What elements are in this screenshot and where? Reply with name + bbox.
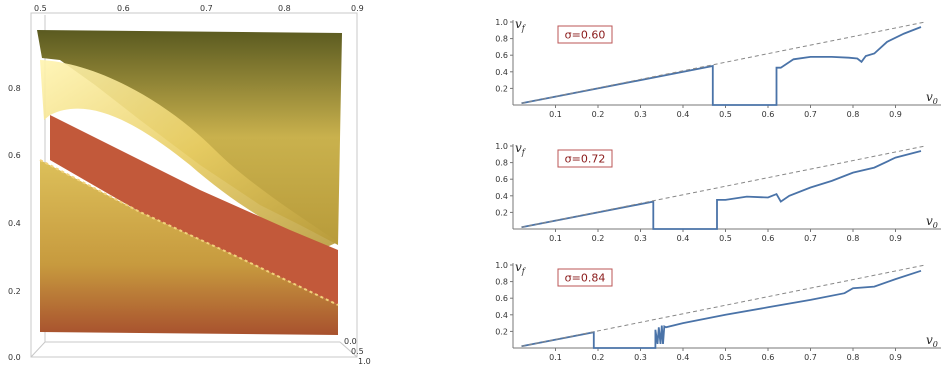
y-tick-label: 0.8 [495, 159, 508, 168]
x-tick-label: 0.4 [677, 110, 690, 119]
sigma-annotation-label: σ=0.84 [565, 272, 606, 285]
surface-y-tick: 0.2 [8, 287, 21, 296]
surface-lower-sheet [40, 160, 338, 335]
surface-x-tick: 0.7 [200, 4, 213, 13]
surface-z-tick: 1.0 [358, 357, 371, 366]
x-tick-label: 0.6 [762, 353, 775, 362]
y-tick-label: 0.6 [495, 175, 508, 184]
x-tick-label: 0.3 [634, 234, 647, 243]
line-chart-panel: 0.1 0.2 0.3 0.4 0.5 0.6 0.7 0.8 0.9 0.2 0.4 0.6 0.8 1… [495, 260, 941, 362]
x-tick-label: 0.6 [762, 234, 775, 243]
y-tick-label: 0.2 [495, 327, 508, 336]
surface-x-tick: 0.8 [278, 4, 291, 13]
y-tick-label: 0.2 [495, 208, 508, 217]
surface [37, 30, 342, 335]
x-tick-label: 0.9 [889, 234, 902, 243]
y-tick-label: 0.4 [495, 311, 508, 320]
line-charts: 0.1 0.2 0.3 0.4 0.5 0.6 0.7 0.8 0.9 0.2 0.4 0.6 0.8 1… [495, 17, 941, 362]
surface-x-ticks: 0.5 0.6 0.7 0.8 0.9 [34, 4, 364, 13]
surface-highlight [40, 60, 338, 250]
y-axis-label: vf [515, 17, 527, 33]
y-tick-label: 0.4 [495, 68, 508, 77]
x-axis-label: v0 [926, 90, 938, 106]
data-series-line [521, 26, 922, 106]
surface-y-tick: 0.0 [8, 353, 21, 362]
sigma-annotation-label: σ=0.72 [565, 153, 606, 166]
x-tick-label: 0.5 [719, 234, 732, 243]
x-tick-label: 0.4 [677, 234, 690, 243]
surface-y-tick: 0.8 [8, 84, 21, 93]
line-chart-panel: 0.1 0.2 0.3 0.4 0.5 0.6 0.7 0.8 0.9 0.2 0.4 0.6 0.8 1… [495, 141, 941, 243]
x-tick-label: 0.4 [677, 353, 690, 362]
y-tick-label: 0.4 [495, 192, 508, 201]
x-tick-label: 0.1 [549, 353, 562, 362]
x-tick-label: 0.8 [847, 234, 860, 243]
surface-y-ticks: 0.0 0.2 0.4 0.6 0.8 [8, 84, 21, 362]
x-tick-label: 0.3 [634, 110, 647, 119]
data-series-line [521, 150, 922, 230]
y-tick-label: 1.0 [495, 18, 508, 27]
x-tick-label: 0.9 [889, 353, 902, 362]
y-tick-label: 1.0 [495, 142, 508, 151]
surface-red-band [50, 115, 338, 305]
surface-edge [39, 159, 339, 306]
y-tick-label: 0.8 [495, 35, 508, 44]
surface-z-tick: 0.0 [344, 337, 357, 346]
x-tick-label: 0.6 [762, 110, 775, 119]
y-tick-label: 1.0 [495, 261, 508, 270]
reference-line [521, 21, 926, 104]
x-tick-label: 0.8 [847, 110, 860, 119]
x-tick-label: 0.8 [847, 353, 860, 362]
y-axis-label: vf [515, 260, 527, 276]
surface-plot-3d: 0.5 0.6 0.7 0.8 0.9 0.0 0.2 0.4 0.6 0.8 … [8, 4, 371, 366]
x-tick-label: 0.5 [719, 353, 732, 362]
x-tick-label: 0.2 [592, 234, 605, 243]
x-tick-label: 0.5 [719, 110, 732, 119]
x-tick-label: 0.1 [549, 110, 562, 119]
line-chart-panel: 0.1 0.2 0.3 0.4 0.5 0.6 0.7 0.8 0.9 0.2 0.4 0.6 0.8 1… [495, 17, 941, 119]
x-tick-label: 0.2 [592, 110, 605, 119]
y-tick-label: 0.8 [495, 278, 508, 287]
y-tick-label: 0.2 [495, 84, 508, 93]
surface-x-tick: 0.5 [34, 4, 47, 13]
surface-z-tick: 0.5 [351, 347, 364, 356]
y-tick-label: 0.6 [495, 294, 508, 303]
reference-line [521, 264, 926, 347]
x-tick-label: 0.7 [804, 353, 817, 362]
sigma-annotation-label: σ=0.60 [565, 29, 606, 42]
sigma-annotation-box [557, 25, 613, 44]
surface-x-tick: 0.9 [351, 4, 364, 13]
x-axis-label: v0 [926, 214, 938, 230]
y-tick-label: 0.6 [495, 51, 508, 60]
x-tick-label: 0.3 [634, 353, 647, 362]
surface-y-tick: 0.4 [8, 219, 21, 228]
sigma-annotation-box [557, 149, 613, 168]
sigma-annotation-box [557, 268, 613, 287]
x-tick-label: 0.7 [804, 234, 817, 243]
data-series-line [521, 269, 922, 349]
x-tick-label: 0.2 [592, 353, 605, 362]
x-tick-label: 0.7 [804, 110, 817, 119]
y-axis-label: vf [515, 141, 527, 157]
x-axis-label: v0 [926, 333, 938, 349]
surface-z-ticks: 0.0 0.5 1.0 [344, 337, 371, 366]
reference-line [521, 145, 926, 228]
x-tick-label: 0.9 [889, 110, 902, 119]
surface-y-tick: 0.6 [8, 151, 21, 160]
x-tick-label: 0.1 [549, 234, 562, 243]
surface-x-tick: 0.6 [117, 4, 130, 13]
